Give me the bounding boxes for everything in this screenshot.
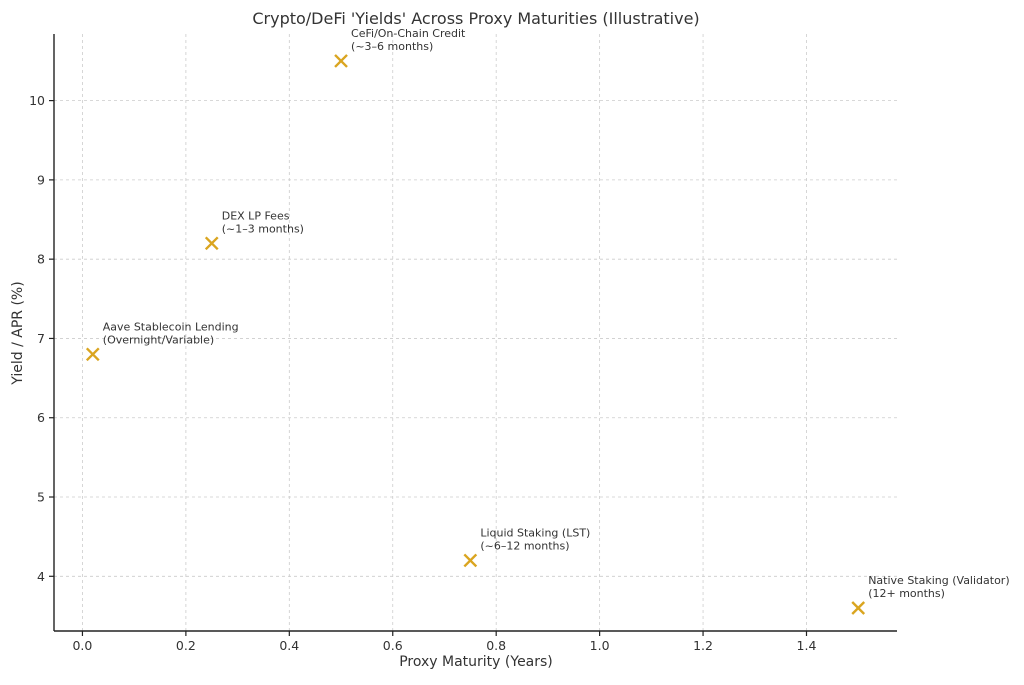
grid — [54, 34, 897, 631]
data-point: Native Staking (Validator)(12+ months) — [851, 574, 1010, 615]
x-tick-label: 1.2 — [693, 638, 713, 653]
x-axis-label: Proxy Maturity (Years) — [399, 654, 553, 670]
x-tick-label: 0.4 — [279, 638, 299, 653]
point-label: Aave Stablecoin Lending — [103, 320, 239, 333]
y-tick-label: 6 — [37, 410, 45, 425]
y-tick-label: 10 — [29, 93, 45, 108]
y-tick-label: 7 — [37, 331, 45, 346]
x-tick-label: 1.4 — [797, 638, 817, 653]
x-tick-label: 1.0 — [590, 638, 610, 653]
point-label: CeFi/On-Chain Credit — [351, 27, 466, 40]
x-tick-label: 0.8 — [486, 638, 506, 653]
x-marker-stroke — [334, 54, 348, 68]
x-marker-stroke — [85, 347, 100, 362]
y-axis-label: Yield / APR (%) — [10, 281, 26, 385]
y-tick-label: 4 — [37, 569, 45, 584]
point-sublabel: (~6–12 months) — [480, 539, 569, 552]
chart-title: Crypto/DeFi 'Yields' Across Proxy Maturi… — [252, 9, 699, 28]
data-point: Aave Stablecoin Lending(Overnight/Variab… — [85, 320, 239, 362]
data-point: DEX LP Fees(~1–3 months) — [204, 209, 304, 251]
point-label: DEX LP Fees — [222, 209, 290, 222]
x-marker-stroke — [851, 601, 866, 615]
point-sublabel: (Overnight/Variable) — [103, 333, 214, 346]
point-sublabel: (12+ months) — [868, 587, 945, 600]
point-sublabel: (~1–3 months) — [222, 222, 304, 235]
x-tick-label: 0.0 — [72, 638, 92, 653]
data-point: Liquid Staking (LST)(~6–12 months) — [463, 526, 590, 568]
y-tick-label: 8 — [37, 252, 45, 267]
point-label: Native Staking (Validator) — [868, 574, 1009, 587]
y-tick-label: 5 — [37, 490, 45, 505]
x-tick-label: 0.6 — [383, 638, 403, 653]
x-marker-stroke — [204, 236, 219, 251]
ticks: 0.0 0.2 0.4 0.6 0.8 1.0 1.2 1.4 4 5 6 7 8 9 10 — [29, 93, 816, 653]
axes — [53, 34, 897, 632]
data-point: CeFi/On-Chain Credit(~3–6 months) — [334, 27, 466, 68]
point-sublabel: (~3–6 months) — [351, 40, 433, 53]
x-tick-label: 0.2 — [176, 638, 196, 653]
x-marker-stroke — [463, 553, 478, 568]
point-label: Liquid Staking (LST) — [480, 526, 590, 539]
data-points: Aave Stablecoin Lending(Overnight/Variab… — [85, 27, 1010, 615]
y-tick-label: 9 — [37, 172, 45, 187]
